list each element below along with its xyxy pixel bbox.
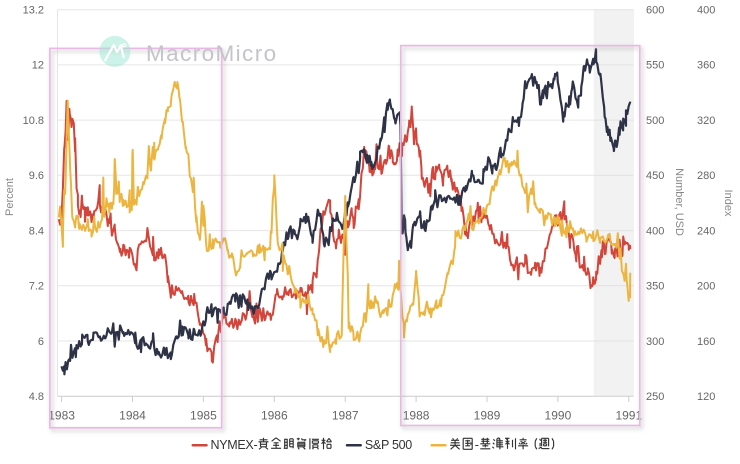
- svg-text:MacroMicro: MacroMicro: [146, 41, 278, 66]
- svg-text:-: -: [475, 438, 479, 452]
- svg-text:1988: 1988: [403, 409, 430, 423]
- svg-text:1983: 1983: [48, 409, 75, 423]
- svg-text:10.8: 10.8: [23, 115, 44, 127]
- svg-text:300: 300: [646, 336, 664, 348]
- svg-text:1989: 1989: [474, 409, 501, 423]
- svg-text:6: 6: [38, 336, 44, 348]
- svg-text:500: 500: [646, 115, 664, 127]
- svg-text:1987: 1987: [332, 409, 359, 423]
- svg-text:1984: 1984: [119, 409, 146, 423]
- svg-text:600: 600: [646, 5, 664, 17]
- svg-text:120: 120: [697, 391, 715, 403]
- svg-text:8.4: 8.4: [29, 225, 44, 237]
- svg-text:400: 400: [697, 5, 715, 17]
- svg-text:NYMEX-: NYMEX-: [211, 438, 258, 452]
- svg-text:250: 250: [646, 391, 664, 403]
- svg-text:160: 160: [697, 336, 715, 348]
- svg-text:350: 350: [646, 281, 664, 293]
- svg-text:4.8: 4.8: [29, 391, 44, 403]
- svg-text:320: 320: [697, 115, 715, 127]
- svg-text:12: 12: [32, 60, 44, 72]
- svg-text:550: 550: [646, 60, 664, 72]
- svg-text:1986: 1986: [261, 409, 288, 423]
- svg-text:7.2: 7.2: [29, 281, 44, 293]
- svg-text:13.2: 13.2: [23, 5, 44, 17]
- svg-text:Index: Index: [722, 190, 734, 217]
- svg-text:Number, USD: Number, USD: [673, 168, 685, 236]
- svg-text:1990: 1990: [545, 409, 572, 423]
- svg-text:1985: 1985: [190, 409, 217, 423]
- svg-text:9.6: 9.6: [29, 170, 44, 182]
- svg-text:360: 360: [697, 60, 715, 72]
- svg-text:400: 400: [646, 225, 664, 237]
- svg-text:280: 280: [697, 170, 715, 182]
- svg-text:Percent: Percent: [4, 178, 16, 216]
- svg-text:1991: 1991: [615, 409, 642, 423]
- svg-text:450: 450: [646, 170, 664, 182]
- svg-text:S&P 500: S&P 500: [365, 438, 412, 452]
- svg-text:240: 240: [697, 225, 715, 237]
- svg-text:200: 200: [697, 281, 715, 293]
